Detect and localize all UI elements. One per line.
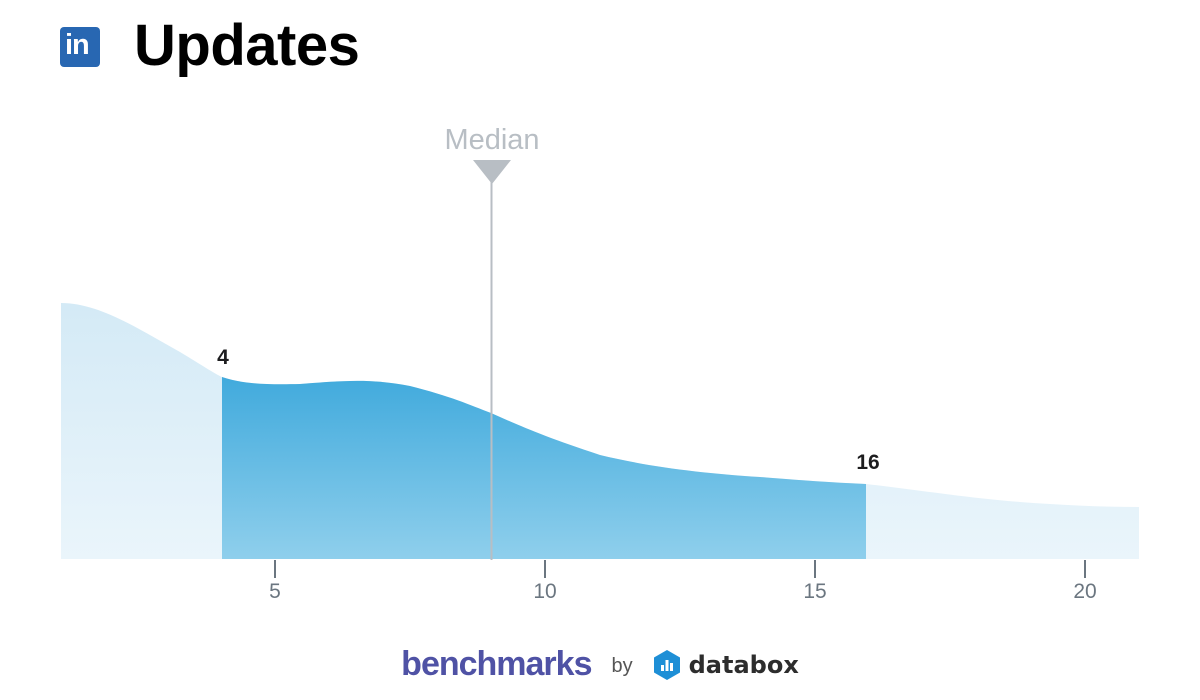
header: in Updates	[60, 12, 360, 79]
range-low-label: 4	[217, 346, 229, 369]
distribution-chart: Median 4 16 5 10 15 20	[61, 124, 1139, 603]
databox-logo-text: databox	[688, 650, 799, 679]
distribution-area-range	[222, 377, 866, 559]
range-high-label: 16	[856, 451, 879, 474]
footer-branding: benchmarks by databox	[0, 645, 1200, 684]
linkedin-icon: in	[60, 26, 100, 67]
databox-logo-icon	[653, 649, 680, 680]
tick-label-10: 10	[533, 580, 556, 603]
median-marker-icon	[473, 160, 511, 184]
page-title: Updates	[134, 13, 360, 78]
benchmarks-logo-text: benchmarks	[401, 645, 592, 683]
tick-label-20: 20	[1073, 580, 1096, 603]
x-axis	[274, 560, 1086, 578]
linkedin-logo-text: in	[65, 28, 90, 61]
tick-label-5: 5	[269, 580, 281, 603]
median-label: Median	[444, 124, 539, 156]
by-text: by	[611, 655, 633, 677]
databox-logo: databox	[653, 649, 799, 680]
tick-label-15: 15	[803, 580, 826, 603]
